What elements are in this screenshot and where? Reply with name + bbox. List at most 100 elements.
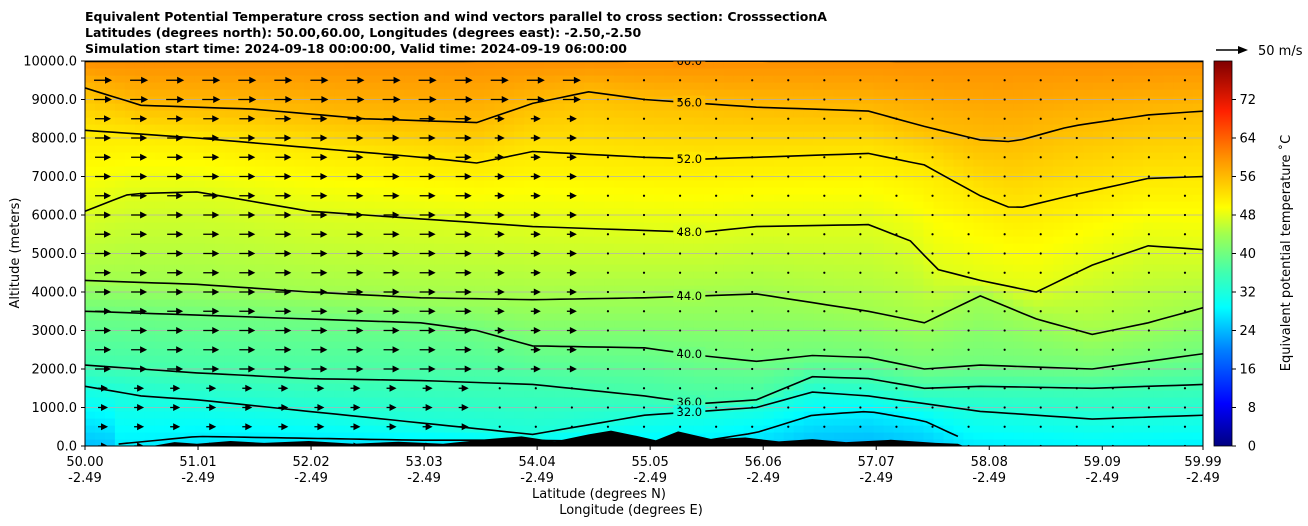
field-cell	[843, 320, 855, 328]
field-cell	[134, 369, 146, 377]
field-cell	[743, 243, 755, 251]
field-cell	[344, 166, 356, 174]
field-cell	[174, 61, 186, 69]
field-cell	[624, 306, 635, 314]
field-cell	[244, 257, 256, 265]
field-cell	[274, 89, 286, 97]
field-cell	[693, 369, 705, 377]
field-cell	[504, 264, 515, 272]
field-cell	[214, 264, 226, 272]
field-cell	[164, 320, 176, 328]
field-cell	[683, 110, 695, 118]
field-cell	[913, 145, 925, 153]
field-cell	[813, 285, 825, 293]
field-cell	[614, 89, 625, 97]
field-cell	[873, 264, 885, 272]
field-cell	[614, 103, 625, 111]
field-cell	[963, 425, 974, 433]
field-cell	[703, 152, 715, 160]
field-cell	[813, 159, 825, 167]
field-cell	[644, 285, 655, 293]
field-cell	[324, 110, 336, 118]
field-cell	[444, 159, 455, 167]
field-cell	[234, 264, 246, 272]
field-cell	[733, 334, 745, 342]
field-cell	[354, 117, 366, 125]
field-cell	[723, 264, 735, 272]
field-cell	[634, 215, 645, 223]
field-cell	[504, 215, 515, 223]
field-cell	[105, 264, 116, 272]
field-cell	[344, 292, 356, 300]
field-cell	[703, 236, 715, 244]
field-cell	[823, 75, 835, 83]
field-cell	[444, 264, 455, 272]
field-cell	[344, 306, 356, 314]
field-cell	[214, 411, 226, 419]
field-cell	[244, 222, 256, 230]
field-cell	[404, 397, 415, 405]
field-cell	[334, 103, 346, 111]
field-cell	[105, 103, 116, 111]
field-cell	[484, 75, 495, 83]
field-cell	[544, 75, 555, 83]
field-cell	[564, 383, 575, 391]
field-cell	[304, 271, 316, 279]
field-cell	[254, 82, 266, 90]
field-cell	[604, 362, 615, 370]
field-cell	[154, 383, 166, 391]
field-cell	[105, 229, 116, 237]
field-cell	[284, 397, 296, 405]
field-cell	[234, 243, 246, 251]
field-cell	[853, 390, 865, 398]
field-cell	[963, 159, 974, 167]
field-cell	[923, 201, 935, 209]
field-cell	[923, 341, 935, 349]
field-cell	[454, 208, 465, 216]
field-cell	[344, 369, 356, 377]
field-cell	[524, 376, 535, 384]
field-cell	[943, 89, 955, 97]
field-cell	[893, 82, 905, 90]
field-cell	[883, 208, 895, 216]
field-cell	[364, 236, 376, 244]
field-cell	[354, 292, 366, 300]
field-cell	[773, 362, 785, 370]
field-cell	[773, 236, 785, 244]
field-cell	[913, 61, 925, 69]
field-cell	[164, 306, 176, 314]
field-cell	[344, 418, 356, 426]
field-cell	[454, 264, 465, 272]
field-cell	[604, 383, 615, 391]
field-cell	[154, 82, 166, 90]
field-cell	[154, 194, 166, 202]
field-cell	[224, 355, 236, 363]
field-cell	[464, 264, 475, 272]
field-cell	[474, 187, 485, 195]
field-cell	[124, 131, 136, 139]
field-cell	[144, 75, 156, 83]
field-cell	[344, 103, 356, 111]
field-cell	[843, 110, 855, 118]
field-cell	[374, 264, 386, 272]
field-cell	[504, 166, 515, 174]
field-cell	[554, 194, 565, 202]
field-cell	[713, 355, 725, 363]
field-cell	[174, 411, 186, 419]
field-cell	[853, 187, 865, 195]
field-cell	[85, 355, 96, 363]
field-cell	[903, 187, 915, 195]
field-cell	[105, 152, 116, 160]
field-cell	[474, 285, 485, 293]
field-cell	[803, 187, 815, 195]
field-cell	[404, 285, 415, 293]
field-cell	[813, 145, 825, 153]
field-cell	[384, 75, 396, 83]
field-cell	[254, 194, 266, 202]
field-cell	[733, 222, 745, 230]
field-cell	[244, 243, 256, 251]
field-cell	[564, 131, 575, 139]
field-cell	[424, 201, 435, 209]
field-cell	[114, 222, 126, 230]
field-cell	[534, 68, 545, 76]
